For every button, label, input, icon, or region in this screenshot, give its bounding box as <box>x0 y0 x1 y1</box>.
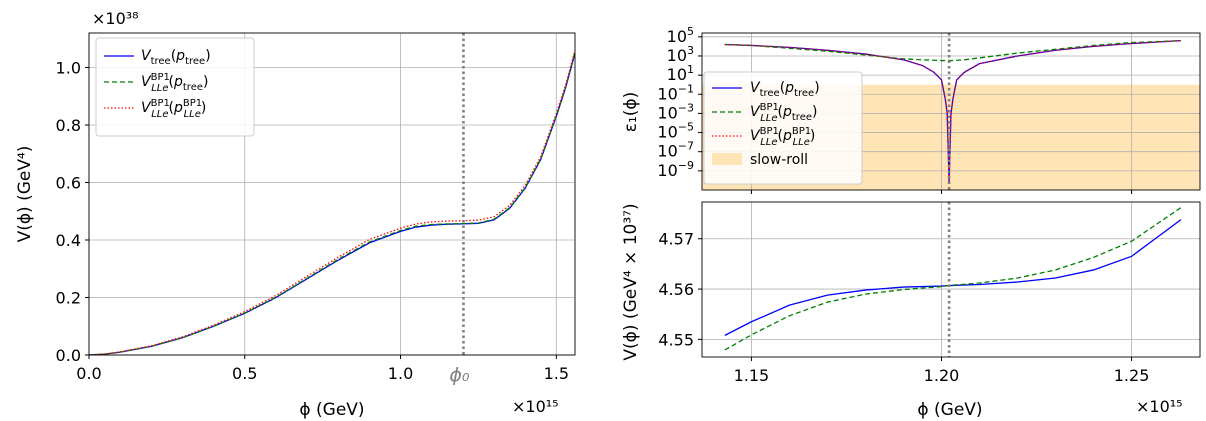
y-tick-label: 10−5 <box>657 121 694 142</box>
left-panel: 0.0 0.5 1.0 1.5 0.0 0.2 0.4 0.6 0.8 1.0 ×10³⁸ ×10… <box>15 9 576 420</box>
y-tick-label: 10−9 <box>657 159 694 180</box>
x-tick-label: 1.15 <box>734 366 770 385</box>
y-tick-label: 0.8 <box>56 116 81 135</box>
left-axes-frame <box>88 32 576 356</box>
y-tick-label: 0.6 <box>56 174 81 193</box>
top-right-y-axis-label: ε₁(ϕ) <box>621 92 641 132</box>
legend-label: VBP1 LLe(pBP1 LLe) <box>141 98 206 120</box>
y-tick-label: 10−7 <box>657 140 694 161</box>
bottom-right-series-line-2 <box>724 207 1182 351</box>
left-y-axis-label: V(ϕ) (GeV⁴) <box>15 146 35 243</box>
top-right-series-line-2 <box>724 40 1182 62</box>
y-tick-label: 4.56 <box>658 280 694 299</box>
bottom-right-grid <box>702 202 1200 357</box>
top-right-series-line-3 <box>724 40 1182 183</box>
left-series <box>89 50 575 355</box>
legend-swatch-slow-roll <box>712 153 742 165</box>
left-x-multiplier: ×10¹⁵ <box>512 397 559 416</box>
legend-label-slow-roll: slow-roll <box>750 152 808 168</box>
left-series-line-2 <box>89 51 575 355</box>
left-legend: Vtree(ptree) VBP1 LLe(ptree) VBP1 LLe(pBP1 LL… <box>95 37 255 137</box>
legend-label: Vtree(ptree) <box>750 80 820 99</box>
left-y-multiplier: ×10³⁸ <box>92 9 139 28</box>
legend-label: VBP1 LLe(pBP1 LLe) <box>750 126 815 148</box>
y-tick-label: 4.55 <box>658 330 694 349</box>
bottom-right-series <box>724 207 1182 351</box>
y-tick-label: 103 <box>667 44 694 65</box>
top-right-series <box>724 40 1182 183</box>
y-tick-label: 10−1 <box>657 82 694 103</box>
legend-label: VBP1 LLe(ptree) <box>750 102 817 124</box>
x-tick-label: 1.20 <box>924 366 960 385</box>
x-tick-label: 0.0 <box>76 364 101 383</box>
phi0-label: ϕ₀ <box>449 364 470 386</box>
x-tick-label: 1.0 <box>388 364 413 383</box>
x-tick-label: 1.25 <box>1114 366 1150 385</box>
top-right-axes-frame <box>701 32 1201 191</box>
top-right-legend-box <box>703 71 863 185</box>
legend-label: VBP1 LLe(ptree) <box>141 72 208 94</box>
left-tick-labels: 0.0 0.5 1.0 1.5 0.0 0.2 0.4 0.6 0.8 1.0 <box>56 59 569 384</box>
bottom-right-axes-frame <box>701 201 1201 358</box>
bottom-right-x-multiplier: ×10¹⁵ <box>1136 397 1183 416</box>
bottom-right-y-axis-label: V(ϕ) (GeV⁴ × 10³⁷) <box>621 203 641 360</box>
y-tick-label: 1.0 <box>56 59 81 78</box>
bottom-right-panel: 1.15 1.20 1.25 4.55 4.56 4.57 ×10¹⁵ ϕ (GeV) V… <box>621 201 1201 420</box>
bottom-right-x-axis-label: ϕ (GeV) <box>917 400 982 420</box>
y-tick-label: 0.2 <box>56 289 81 308</box>
legend-label: Vtree(ptree) <box>141 48 211 67</box>
bottom-right-series-line-1 <box>724 219 1182 336</box>
left-x-axis-label: ϕ (GeV) <box>299 400 364 420</box>
x-tick-label: 1.5 <box>544 364 569 383</box>
left-legend-box <box>95 37 255 137</box>
y-tick-label: 4.57 <box>658 230 694 249</box>
x-tick-label: 0.5 <box>232 364 257 383</box>
y-tick-label: 0.4 <box>56 231 81 250</box>
bottom-right-tick-labels: 1.15 1.20 1.25 4.55 4.56 4.57 <box>658 230 1149 385</box>
top-right-legend: Vtree(ptree) VBP1 LLe(ptree)VBP1 LLe(pBP1 LL… <box>703 71 863 185</box>
y-tick-label: 101 <box>667 63 694 84</box>
y-tick-label: 105 <box>667 25 694 46</box>
y-tick-label: 0.0 <box>56 346 81 365</box>
y-tick-label: 10−3 <box>657 101 694 122</box>
